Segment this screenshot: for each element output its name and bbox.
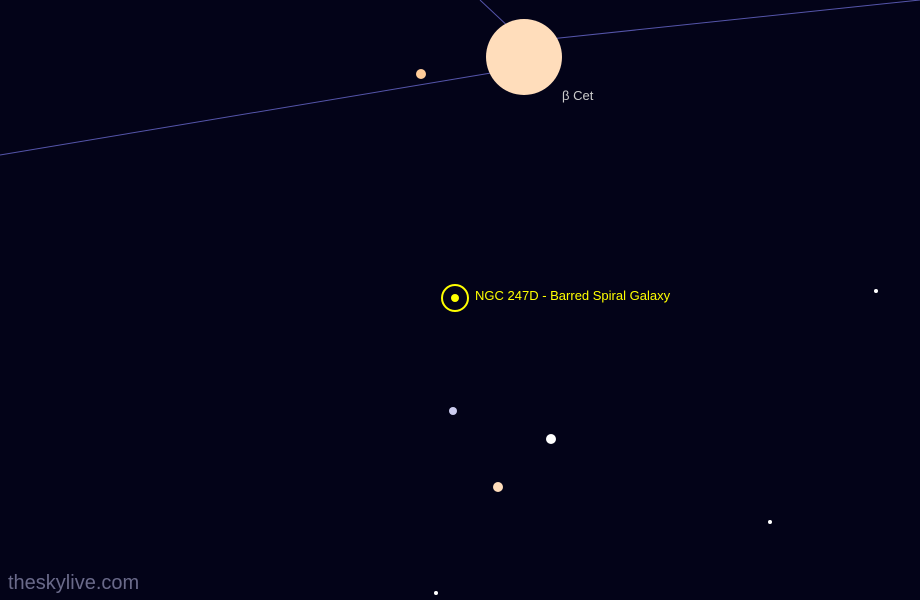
star-label: β Cet: [562, 88, 593, 103]
star-3: [546, 434, 556, 444]
beta-cet: [486, 19, 562, 95]
star-1: [416, 69, 426, 79]
star-6: [768, 520, 772, 524]
target-dot: [451, 294, 459, 302]
star-2: [449, 407, 457, 415]
target-label: NGC 247D - Barred Spiral Galaxy: [475, 288, 670, 303]
constellation-line: [550, 0, 920, 39]
star-4: [493, 482, 503, 492]
constellation-line: [0, 72, 497, 155]
constellation-lines: [0, 0, 920, 155]
watermark: theskylive.com: [8, 572, 139, 595]
star-5: [874, 289, 878, 293]
star-7: [434, 591, 438, 595]
